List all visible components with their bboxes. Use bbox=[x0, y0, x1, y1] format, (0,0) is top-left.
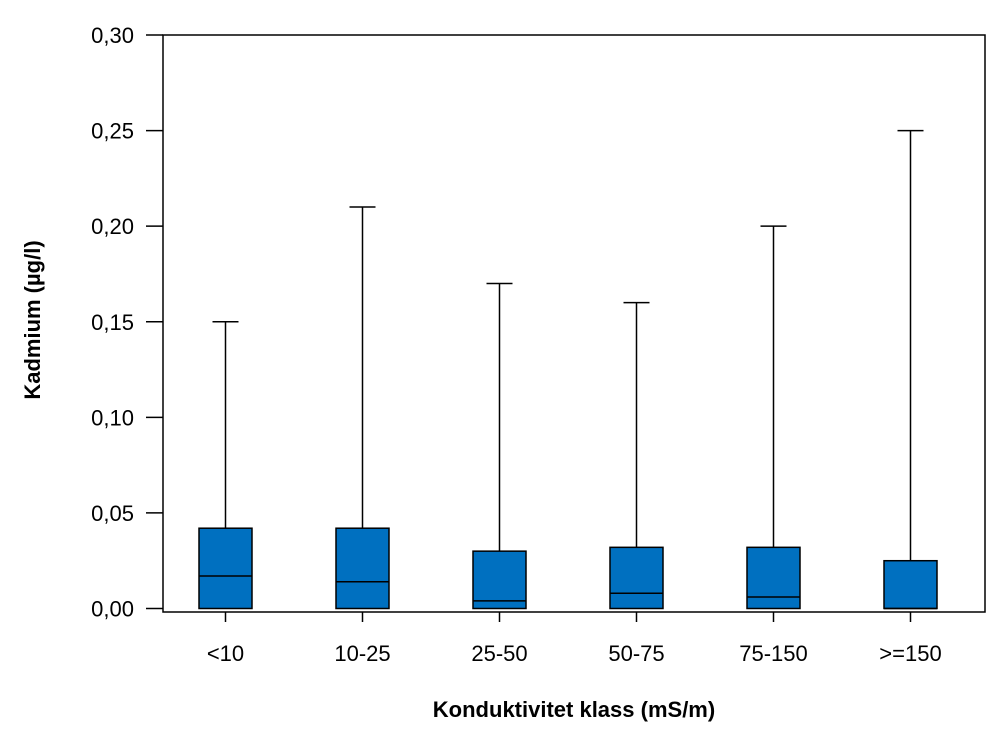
box bbox=[472, 550, 527, 610]
y-tick-label: 0,00 bbox=[91, 597, 134, 622]
box-group bbox=[335, 206, 390, 610]
box-group bbox=[883, 129, 938, 610]
y-tick-label: 0,05 bbox=[91, 501, 134, 526]
y-tick-label: 0,10 bbox=[91, 405, 134, 430]
x-tick-label: 10-25 bbox=[334, 641, 390, 666]
x-tick-label: 25-50 bbox=[471, 641, 527, 666]
y-axis: 0,00 0,05 0,10 0,15 0,20 0,25 0,30 bbox=[91, 23, 163, 622]
box bbox=[883, 559, 938, 610]
y-tick-label: 0,20 bbox=[91, 214, 134, 239]
box-group bbox=[609, 301, 664, 610]
box-group bbox=[746, 225, 801, 610]
y-tick-label: 0,15 bbox=[91, 310, 134, 335]
x-axis-title: Konduktivitet klass (mS/m) bbox=[433, 697, 715, 722]
boxes bbox=[198, 129, 938, 610]
y-axis-title: Kadmium (µg/l) bbox=[20, 240, 45, 399]
box-group bbox=[198, 321, 253, 610]
x-axis: <10 10-25 25-50 50-75 75-150 >=150 bbox=[207, 612, 942, 666]
box bbox=[335, 527, 390, 610]
x-tick-label: >=150 bbox=[879, 641, 941, 666]
box bbox=[746, 546, 801, 610]
x-tick-label: 50-75 bbox=[608, 641, 664, 666]
box-group bbox=[472, 282, 527, 610]
y-tick-label: 0,25 bbox=[91, 119, 134, 144]
y-tick-label: 0,30 bbox=[91, 23, 134, 48]
box bbox=[198, 527, 253, 610]
box bbox=[609, 546, 664, 610]
plot-frame bbox=[162, 34, 986, 613]
x-tick-label: <10 bbox=[207, 641, 244, 666]
x-tick-label: 75-150 bbox=[739, 641, 808, 666]
